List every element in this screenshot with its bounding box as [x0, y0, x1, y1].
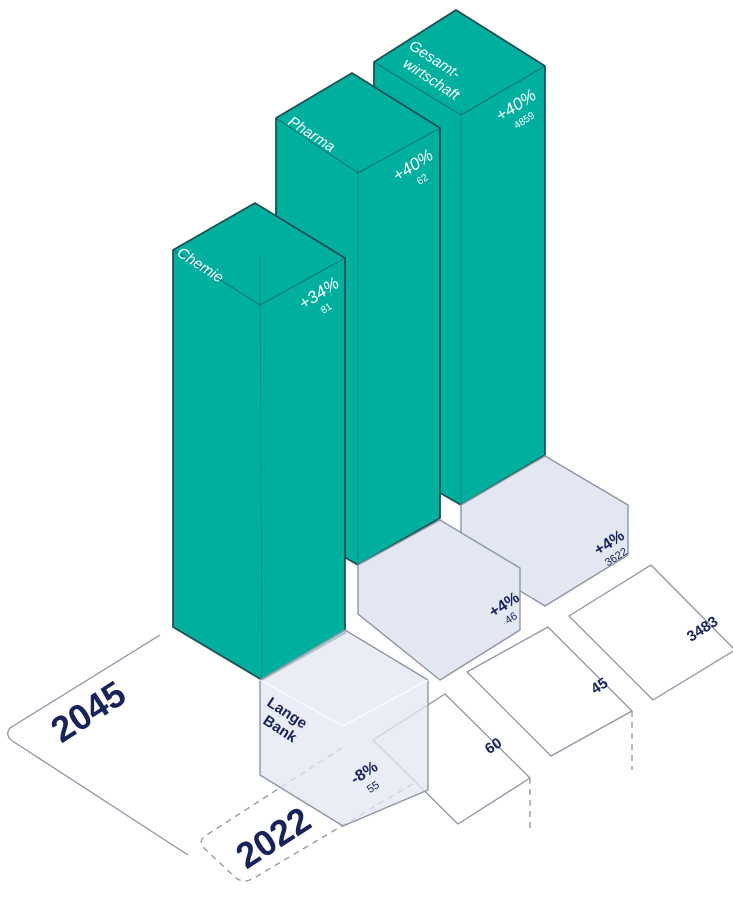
lange-bank-box-pharma [357, 519, 521, 681]
bar-top-edge [172, 249, 346, 306]
year-label-2045: 2045 [43, 673, 133, 751]
box-face [259, 629, 429, 827]
year-plate-2022 [200, 747, 437, 882]
bar-top-edge [373, 61, 546, 116]
base-value-label: 45 [588, 675, 611, 698]
box-edge [259, 679, 429, 727]
year-plate-2045 [7, 634, 189, 856]
lange-bank-box-chemie [259, 629, 429, 827]
box-face [357, 519, 521, 681]
lange-bank-value-label: 46 [503, 610, 520, 627]
bar-top-edge [275, 117, 441, 174]
objects-layer [172, 9, 629, 827]
year-label-2022: 2022 [228, 799, 318, 877]
base-value-label: 60 [482, 735, 505, 758]
bar-vertical-edge [259, 254, 263, 681]
base-plate-gesamtwirtschaft [568, 564, 733, 701]
lange-bank-value-label: 55 [365, 779, 382, 796]
